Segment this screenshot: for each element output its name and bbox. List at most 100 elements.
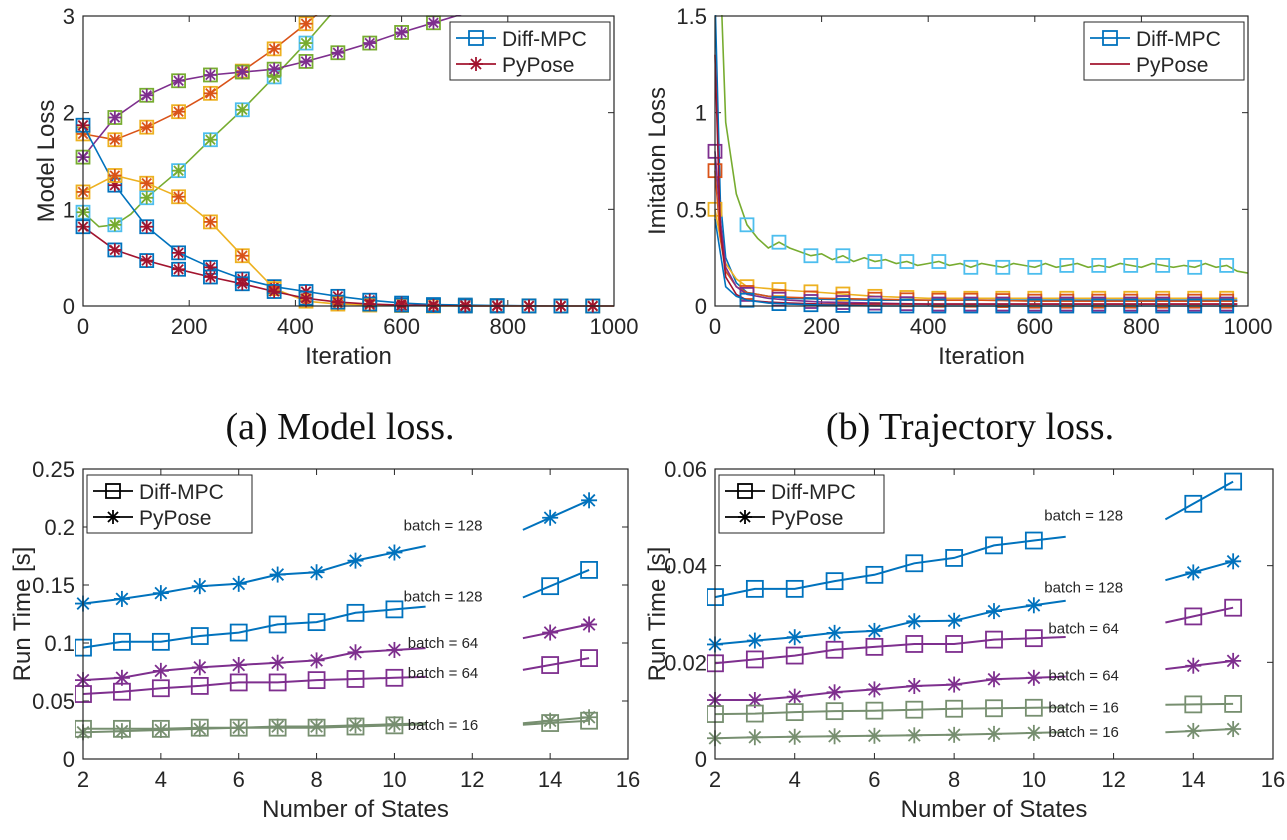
point-marker: [140, 120, 154, 134]
series-line: [714, 731, 1066, 740]
point-marker: [152, 722, 169, 738]
point-marker: [308, 652, 325, 669]
batch-label: batch = 64: [1048, 621, 1118, 638]
series-2: [707, 598, 1243, 673]
series-line: [714, 599, 1066, 646]
point-marker: [866, 681, 883, 698]
point-marker: [1123, 257, 1139, 273]
point-marker: [346, 603, 365, 622]
series-5: [75, 711, 598, 738]
x-tick-label: 2: [709, 767, 721, 792]
point-marker: [386, 716, 403, 733]
point-marker: [172, 164, 186, 178]
legend-label: PyPose: [1136, 54, 1208, 77]
x-tick-label: 10: [1022, 767, 1046, 792]
point-marker: [946, 612, 963, 629]
point-marker: [786, 728, 803, 745]
point-marker: [267, 62, 281, 76]
x-tick-label: 600: [383, 314, 420, 339]
point-marker: [865, 637, 884, 656]
legend-marker: [468, 30, 484, 46]
point-marker: [899, 254, 915, 269]
point-marker: [771, 234, 787, 250]
y-axis-label: Run Time [s]: [645, 547, 671, 682]
point-marker: [1225, 652, 1242, 669]
x-tick-label: 600: [1016, 314, 1053, 339]
point-marker: [269, 654, 286, 671]
x-tick-label: 200: [171, 314, 208, 339]
point-marker: [1225, 721, 1242, 738]
point-marker: [745, 704, 764, 723]
point-marker: [946, 676, 963, 693]
x-tick-label: 6: [233, 767, 245, 792]
plot-series: [707, 472, 1243, 747]
point-marker: [229, 673, 248, 692]
point-marker: [739, 292, 755, 308]
point-marker: [541, 656, 560, 674]
x-tick-label: 4: [789, 767, 801, 792]
x-tick-label: 0: [709, 314, 721, 339]
point-marker: [803, 297, 819, 313]
point-marker: [1025, 597, 1042, 614]
series-line: [714, 636, 1066, 665]
point-marker: [113, 632, 131, 651]
point-marker: [746, 632, 763, 649]
y-tick-label: 0.1: [44, 631, 75, 656]
point-marker: [267, 285, 281, 298]
series-line: [82, 15, 462, 158]
point-marker: [825, 702, 844, 721]
legend-marker: [738, 510, 752, 524]
point-marker: [785, 646, 804, 665]
x-tick-label: 12: [460, 767, 484, 792]
point-marker: [745, 650, 764, 669]
point-marker: [581, 616, 598, 633]
legend-label: PyPose: [139, 507, 211, 530]
legend-label: Diff-MPC: [139, 481, 224, 504]
point-marker: [108, 169, 122, 182]
batch-label: batch = 16: [1048, 699, 1118, 716]
series-line: [714, 209, 1238, 300]
point-marker: [308, 564, 325, 581]
point-marker: [1024, 698, 1043, 717]
plot-frame: [82, 468, 629, 760]
x-tick-label: 16: [616, 767, 640, 792]
x-axis-label: Number of States: [901, 796, 1088, 823]
point-marker: [986, 725, 1002, 742]
chart-model-loss: 0 200 400 600 800 1000 0 1 2 3 Iteration Model Loss…: [33, 4, 638, 370]
batch-label: batch = 16: [1048, 724, 1118, 741]
y-tick-label: 2: [63, 101, 75, 126]
y-axis-label: Model Loss: [33, 100, 60, 223]
series-line: [522, 568, 590, 599]
point-marker: [363, 36, 377, 50]
y-tick-label: 0.05: [32, 689, 75, 714]
point-marker: [385, 600, 404, 619]
point-marker: [1224, 694, 1243, 713]
point-marker: [108, 111, 122, 124]
series-line: [82, 647, 426, 682]
y-tick-label: 0.15: [32, 573, 75, 598]
point-marker: [346, 670, 365, 688]
point-marker: [865, 701, 884, 720]
point-marker: [986, 671, 1002, 688]
series-line: [82, 545, 426, 605]
point-marker: [331, 295, 345, 309]
x-axis-label: Number of States: [262, 796, 449, 823]
point-marker: [203, 270, 217, 284]
point-marker: [235, 103, 249, 117]
x-tick-label: 10: [382, 767, 406, 792]
point-marker: [190, 718, 209, 737]
batch-label: batch = 16: [408, 717, 478, 734]
plot-frame: [714, 468, 1274, 760]
point-marker: [541, 714, 560, 732]
point-marker: [985, 630, 1003, 649]
point-marker: [113, 682, 131, 701]
x-tick-label: 12: [1101, 767, 1125, 792]
point-marker: [542, 624, 559, 641]
point-marker: [946, 726, 963, 743]
series-line: [83, 723, 426, 730]
series-line: [1165, 702, 1234, 706]
y-tick-label: 1: [63, 197, 75, 222]
point-marker: [1219, 257, 1235, 273]
series-3: [707, 652, 1242, 709]
point-marker: [331, 46, 345, 60]
